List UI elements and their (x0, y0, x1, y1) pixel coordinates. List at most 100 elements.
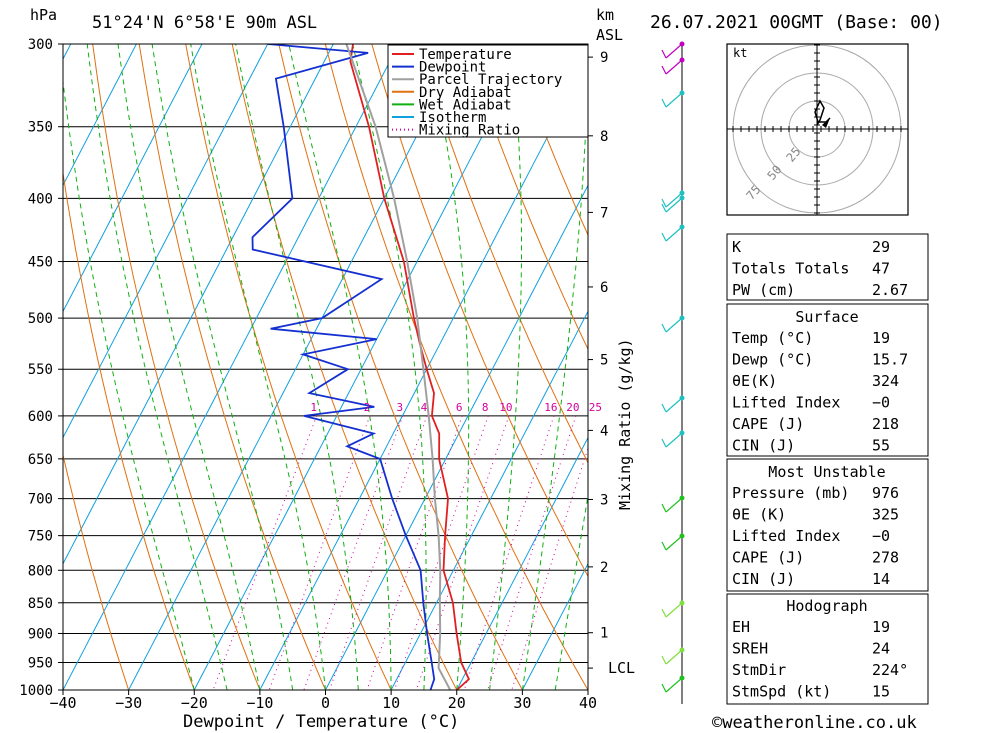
dry-adiabat-line (92, 44, 261, 690)
isotherm-line (521, 562, 588, 690)
surface-box (726, 303, 929, 457)
table-row-value: 29 (872, 238, 890, 256)
isotherm-line (63, 44, 203, 313)
table-row-label: StmSpd (kt) (732, 683, 831, 701)
table-row-label: CIN (J) (732, 437, 795, 455)
x-tick-label: 10 (382, 694, 400, 712)
mixing-ratio-line (463, 415, 555, 690)
wet-adiabat-line (352, 44, 427, 690)
wind-barb-flag (661, 608, 667, 618)
wind-barb (665, 197, 683, 213)
hodograph: kt 25 50 75 (726, 43, 909, 216)
table-row-label: CAPE (J) (732, 549, 804, 567)
table-row-value: 47 (872, 260, 890, 278)
table-row-label: Totals Totals (732, 260, 849, 278)
table-row-value: 19 (872, 618, 890, 636)
wet-adiabat-line (489, 44, 522, 690)
table-row-label: Temp (°C) (732, 329, 813, 347)
km-tick-label: 6 (600, 280, 608, 296)
wind-barb (665, 497, 683, 513)
x-tick-label: 40 (579, 694, 597, 712)
lcl-label: LCL (608, 659, 635, 677)
p-tick-label: 350 (28, 120, 53, 136)
table-row-value: 24 (872, 640, 890, 658)
units-right-km: km (596, 6, 614, 24)
table-section-title: Hodograph (786, 597, 867, 615)
km-tick-label: 9 (600, 50, 608, 66)
wind-barb-flag (661, 503, 667, 513)
wind-barb (665, 226, 683, 242)
table-row-value: 324 (872, 372, 899, 390)
table-row-label: θE (K) (732, 506, 786, 524)
p-tick-label: 750 (28, 529, 53, 545)
p-tick-label: 600 (28, 409, 53, 425)
table-row-label: SREH (732, 640, 768, 658)
legend-label: Dewpoint (419, 60, 486, 76)
wet-adiabat-line (427, 44, 470, 690)
x-tick-label: 0 (321, 694, 330, 712)
mixing-ratio-line (212, 415, 318, 690)
table-section-title: Surface (795, 308, 858, 326)
table-row-value: 19 (872, 329, 890, 347)
wet-adiabat-line (117, 44, 261, 690)
km-tick-label: 3 (600, 492, 608, 508)
table-row-value: 218 (872, 415, 899, 433)
run-title: 26.07.2021 00GMT (Base: 00) (650, 12, 943, 33)
table-row-value: −0 (872, 394, 890, 412)
table-row-label: PW (cm) (732, 281, 795, 299)
wind-barb-flag (661, 438, 667, 448)
mixing-ratio-tick-label: 10 (499, 401, 512, 414)
isotherm-line (63, 44, 137, 187)
km-tick-label: 7 (600, 205, 608, 221)
mixing-ratio-line (329, 415, 428, 690)
legend-label: Isotherm (419, 110, 486, 126)
dry-adiabat-line (63, 452, 130, 690)
km-tick-label: 2 (600, 560, 608, 576)
most-unstable-box (726, 458, 929, 592)
isotherm-line (456, 436, 588, 690)
parcel-trajectory-line (345, 44, 452, 690)
dewpoint-line (251, 44, 436, 690)
p-tick-label: 550 (28, 362, 53, 378)
wind-barb (665, 677, 683, 693)
mixing-ratio-tick-label: 8 (482, 401, 489, 414)
p-tick-label: 800 (28, 563, 53, 579)
x-tick-label: −20 (181, 694, 208, 712)
wet-adiabat-line (288, 44, 392, 690)
legend-label: Parcel Trajectory (419, 72, 562, 88)
table-row-value: 278 (872, 549, 899, 567)
isotherm-line (193, 44, 531, 690)
x-axis-label: Dewpoint / Temperature (°C) (183, 712, 459, 732)
table-row-value: 15 (872, 683, 890, 701)
p-tick-label: 700 (28, 492, 53, 508)
table-row-value: 14 (872, 570, 890, 588)
isotherm-line (128, 44, 465, 690)
table-row-value: 2.67 (872, 281, 908, 299)
dry-adiabat-line (324, 44, 588, 690)
table-row-label: Lifted Index (732, 527, 840, 545)
mixing-ratio-tick-label: 6 (456, 401, 463, 414)
legend-label: Dry Adiabat (419, 85, 512, 101)
isotherm-line (0, 44, 5, 690)
wind-barb-flag (661, 683, 667, 693)
mixing-ratio-tick-label: 1 (310, 401, 317, 414)
wet-adiabat-line (190, 44, 326, 690)
wind-barb-flag (661, 232, 667, 242)
plot-frame (62, 43, 589, 691)
isotherm-line (390, 310, 588, 690)
copyright[interactable]: ©weatheronline.co.uk (712, 713, 917, 733)
hodograph-trace (814, 99, 831, 126)
wind-barb (665, 649, 683, 665)
p-tick-label: 300 (28, 37, 53, 53)
mixing-ratio-tick-label: 3 (396, 401, 403, 414)
p-tick-label: 650 (28, 452, 53, 468)
wind-barb-flag (661, 323, 667, 333)
mixing-ratio-line (268, 415, 371, 690)
dry-adiabat-line (930, 44, 1000, 690)
wind-barb-flag (661, 203, 667, 213)
table-row-label: StmDir (732, 661, 786, 679)
mixing-ratio-line (415, 415, 510, 690)
p-tick-label: 400 (28, 191, 53, 207)
wind-barb (665, 43, 683, 59)
dry-adiabat-line (510, 44, 588, 237)
